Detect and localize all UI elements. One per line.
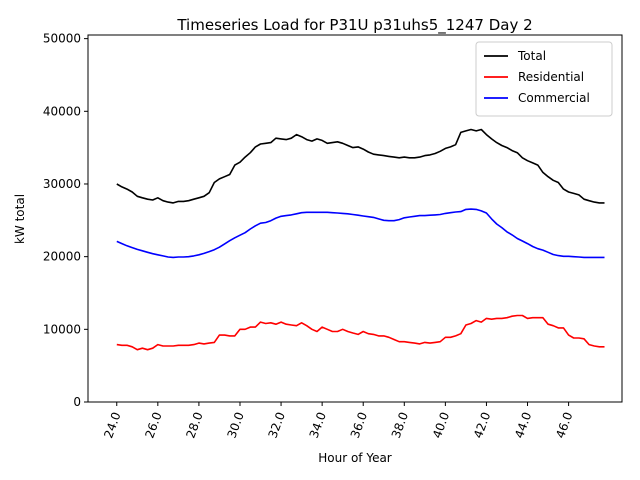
y-tick-label: 20000	[43, 250, 81, 264]
x-tick-label: 32.0	[266, 410, 288, 440]
series-line-total	[116, 128, 605, 204]
plot-frame	[87, 34, 623, 403]
x-tick-label: 34.0	[307, 410, 329, 440]
x-axis-label: Hour of Year	[318, 451, 392, 465]
x-tick-label: 30.0	[225, 410, 247, 440]
x-tick-label: 46.0	[553, 410, 575, 440]
x-tick-label: 42.0	[471, 410, 493, 440]
y-tick-label: 40000	[43, 104, 81, 118]
chart-title: Timeseries Load for P31U p31uhs5_1247 Da…	[176, 16, 532, 35]
legend-label-commercial: Commercial	[518, 91, 590, 105]
legend-label-residential: Residential	[518, 70, 584, 84]
legend: Total Residential Commercial	[475, 41, 613, 117]
legend-box	[475, 41, 613, 117]
x-tick-label: 40.0	[430, 410, 452, 440]
x-tick-label: 26.0	[142, 410, 164, 440]
x-tick-label: 24.0	[101, 410, 123, 440]
y-axis: 0 10000 20000 30000 40000 50000	[43, 32, 88, 409]
x-tick-label: 36.0	[348, 410, 370, 440]
y-tick-label: 30000	[43, 177, 81, 191]
series-line-residential	[116, 314, 605, 351]
y-tick-label: 0	[73, 395, 81, 409]
x-tick-label: 28.0	[183, 410, 205, 440]
x-tick-label: 44.0	[512, 410, 534, 440]
series-line-commercial	[116, 208, 605, 259]
y-tick-label: 50000	[43, 32, 81, 46]
y-axis-label: kW total	[13, 194, 27, 244]
legend-label-total: Total	[517, 49, 546, 63]
y-tick-label: 10000	[43, 322, 81, 336]
x-tick-label: 38.0	[389, 410, 411, 440]
x-axis: 24.0 26.0 28.0 30.0 32.0 34.0 36.0 38.0 40.0 42.0…	[101, 402, 575, 440]
